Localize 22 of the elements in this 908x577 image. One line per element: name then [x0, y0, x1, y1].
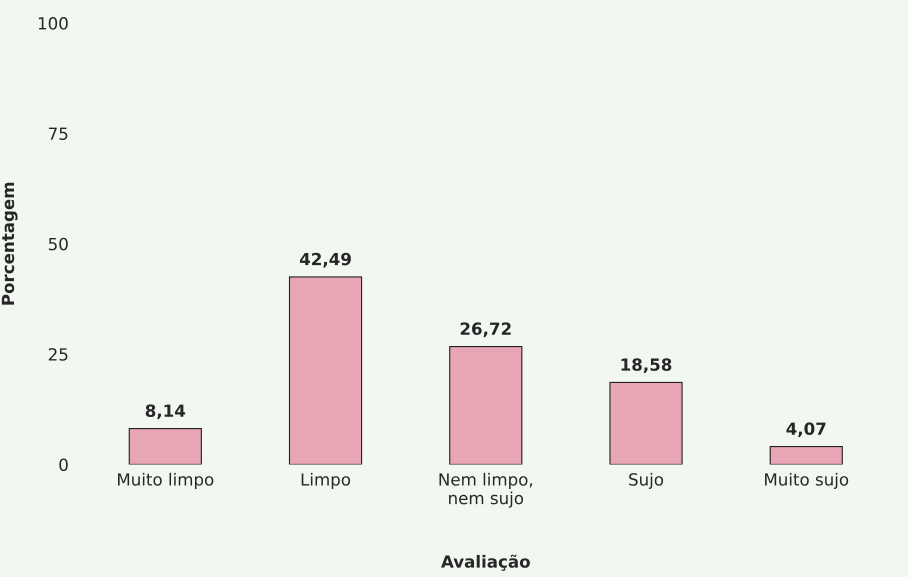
data-label: 42,49: [300, 252, 351, 268]
data-label: 4,07: [786, 422, 826, 438]
y-tick-label: 100: [38, 17, 68, 30]
bar: [770, 446, 843, 464]
y-tick-label: 50: [48, 238, 68, 250]
y-tick-label: 0: [59, 458, 68, 472]
x-tick-label: Muito sujo: [765, 472, 848, 489]
bar: [288, 276, 362, 464]
bar: [609, 382, 683, 464]
y-tick-label: 75: [49, 128, 68, 140]
bar: [449, 346, 522, 464]
bar: [128, 428, 202, 464]
y-axis-title: Porcentagem: [2, 182, 18, 305]
x-tick-label: Muito limpo: [118, 472, 214, 489]
x-tick-label: Nem limpo, nem sujo: [440, 472, 532, 508]
x-tick-label: Limpo: [302, 472, 350, 489]
data-label: 18,58: [622, 358, 672, 374]
x-axis-title: Avaliação: [441, 554, 530, 571]
data-label: 8,14: [146, 404, 186, 420]
data-label: 26,72: [460, 322, 511, 338]
x-tick-label: Sujo: [629, 472, 664, 489]
y-tick-label: 25: [48, 348, 68, 361]
